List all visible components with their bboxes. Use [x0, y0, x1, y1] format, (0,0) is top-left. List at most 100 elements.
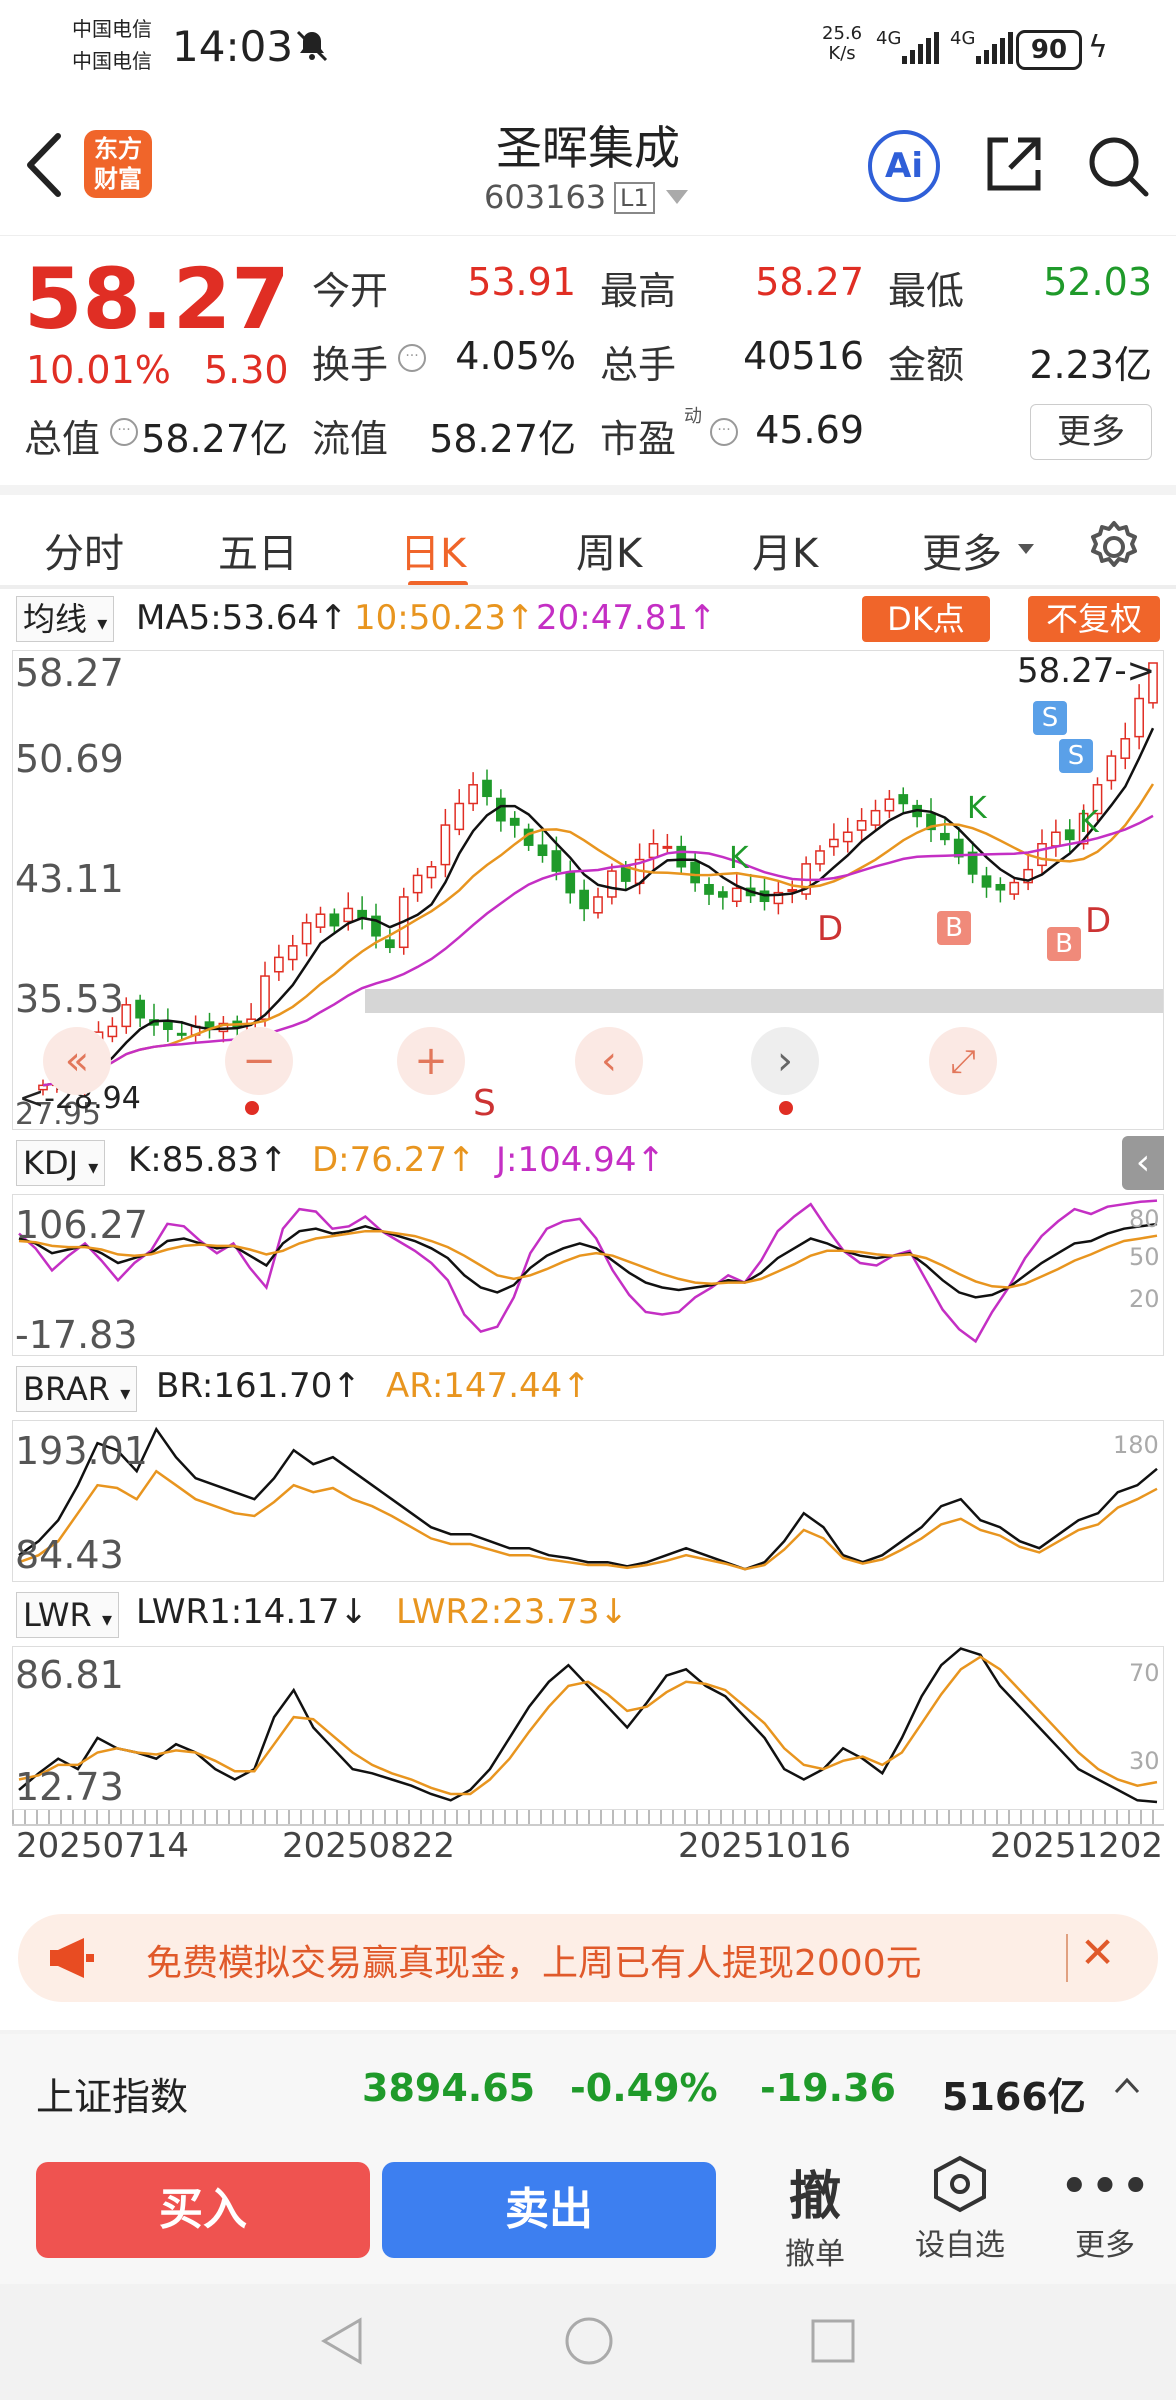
index-ticker[interactable]: 上证指数 3894.65 -0.49% -19.36 5166亿 — [0, 2034, 1176, 2144]
candle — [135, 999, 145, 1019]
watchlist-label: 设自选 — [915, 2228, 1005, 2263]
status-bar: 中国电信 中国电信 14:03 25.6 K/s 4G 4G 90 ϟ — [0, 0, 1176, 100]
candle — [842, 831, 853, 843]
candle — [163, 1022, 173, 1031]
candle — [607, 870, 617, 898]
level-badge[interactable]: L1 — [614, 182, 655, 214]
tab-more[interactable]: 更多 — [922, 531, 1002, 577]
lwr-select[interactable]: LWR ▾ — [16, 1592, 119, 1638]
buy-button[interactable]: 买入 — [36, 2162, 370, 2258]
info-icon[interactable]: ··· — [110, 418, 138, 446]
kdj-right-label: 50 — [1129, 1243, 1160, 1271]
lwr2-label: LWR2:23.73↓ — [396, 1592, 628, 1632]
candle — [815, 850, 825, 865]
candle — [1051, 831, 1061, 847]
share-icon[interactable] — [984, 134, 1044, 198]
candle — [1078, 812, 1089, 845]
withdraw-label: 撤单 — [785, 2237, 845, 2272]
k-marker: K — [1079, 805, 1099, 840]
gear-icon[interactable] — [1086, 519, 1142, 579]
y-axis-label: 35.53 — [15, 977, 124, 1021]
trade-bar: 买入 卖出 撤 撤单 设自选 ••• 更多 — [0, 2144, 1176, 2284]
candle — [426, 866, 437, 879]
chevron-down-icon[interactable] — [1018, 541, 1034, 560]
lwr-plot — [18, 1647, 1158, 1804]
kdj-y-bottom: -17.83 — [15, 1313, 138, 1357]
tab-weekly-k[interactable]: 周K — [576, 531, 643, 577]
change-amount: 5.30 — [204, 348, 289, 392]
adjust-button[interactable]: 不复权 — [1028, 596, 1160, 642]
tab-intraday[interactable]: 分时 — [44, 531, 124, 577]
kline-chart[interactable]: 58.27 50.69 43.11 35.53 27.95 58.27-> <-… — [12, 650, 1164, 1132]
sell-button[interactable]: 卖出 — [382, 2162, 716, 2258]
dk-point-button[interactable]: DK点 — [862, 596, 990, 642]
collapse-panel-button[interactable]: ‹ — [1122, 1136, 1164, 1190]
fullscreen-icon[interactable]: ⤢ — [929, 1027, 997, 1095]
candle — [468, 784, 478, 805]
net-type-1: 4G — [876, 28, 902, 49]
zoom-out-icon[interactable]: − — [225, 1027, 293, 1095]
info-icon[interactable]: ··· — [710, 418, 738, 446]
megaphone-icon — [48, 1936, 96, 1984]
more-quote-button[interactable]: 更多 — [1030, 404, 1152, 460]
more-label: 更多 — [1075, 2228, 1135, 2263]
open-value: 53.91 — [467, 260, 576, 304]
tab-five-day[interactable]: 五日 — [218, 531, 298, 577]
nav-recent-icon[interactable] — [810, 2318, 856, 2368]
tab-daily-k[interactable]: 日K — [400, 531, 467, 577]
ai-assistant-button[interactable]: Ai — [868, 130, 940, 202]
next-icon[interactable]: › — [751, 1027, 819, 1095]
back-button[interactable] — [22, 130, 66, 204]
scroll-left-icon[interactable]: « — [43, 1027, 111, 1095]
candle — [1106, 755, 1117, 782]
y-axis-label: 50.69 — [15, 737, 124, 781]
high-value: 58.27 — [755, 260, 864, 304]
current-price: 58.27 — [24, 250, 290, 348]
lwr-right-label: 30 — [1129, 1747, 1160, 1775]
candle — [440, 824, 451, 866]
kdj-d-label: D:76.27↑ — [312, 1140, 476, 1180]
net-speed: 25.6 K/s — [822, 23, 863, 64]
candle — [315, 913, 326, 928]
nav-home-icon[interactable] — [564, 2316, 614, 2370]
search-icon[interactable] — [1086, 134, 1150, 202]
lwr-chart: 86.81 12.73 70 30 — [12, 1646, 1164, 1810]
more-menu-button[interactable]: ••• 更多 — [1050, 2154, 1160, 2264]
lwr-y-bottom: 12.73 — [15, 1765, 124, 1809]
prev-icon[interactable]: ‹ — [575, 1027, 643, 1095]
candle — [260, 975, 270, 1020]
candle — [676, 845, 687, 868]
info-icon[interactable]: ··· — [398, 344, 426, 372]
pe-label: 市盈 — [600, 417, 677, 461]
lwr-y-top: 86.81 — [15, 1653, 124, 1697]
withdraw-order-button[interactable]: 撤 撤单 — [770, 2154, 860, 2273]
zoom-in-icon[interactable]: + — [397, 1027, 465, 1095]
candle — [579, 889, 589, 910]
low-label: 最低 — [888, 269, 965, 313]
add-watchlist-button[interactable]: 设自选 — [900, 2154, 1020, 2264]
open-label: 今开 — [312, 269, 389, 313]
d-marker: D — [1085, 901, 1112, 941]
candle — [884, 798, 895, 812]
quote-panel: 58.27 10.01% 5.30 今开 53.91 最高 58.27 最低 5… — [0, 235, 1176, 481]
promo-banner[interactable]: 免费模拟交易赢真现金，上周已有人提现2000元 ✕ — [18, 1914, 1158, 2002]
brar-y-bottom: 84.43 — [15, 1533, 124, 1577]
chevron-down-icon[interactable] — [666, 190, 688, 210]
turnover-value: 4.05% — [455, 334, 576, 378]
indicator-select[interactable]: 均线 ▾ — [16, 596, 115, 642]
close-icon[interactable]: ✕ — [1080, 1928, 1116, 1977]
kdj-select[interactable]: KDJ ▾ — [16, 1140, 106, 1186]
candle — [648, 843, 659, 859]
kdj-j-line — [18, 1199, 1158, 1344]
chevron-up-icon[interactable] — [1114, 2076, 1140, 2098]
brar-y-top: 193.01 — [15, 1429, 148, 1473]
brar-ar-label: AR:147.44↑ — [386, 1366, 591, 1406]
candle — [371, 915, 381, 937]
kdj-right-label: 20 — [1129, 1285, 1160, 1313]
date-label: 20251016 — [678, 1826, 852, 1866]
brar-select[interactable]: BRAR ▾ — [16, 1366, 138, 1412]
d-marker: D — [817, 909, 844, 949]
nav-back-icon[interactable] — [320, 2316, 364, 2370]
candle — [1092, 784, 1103, 815]
tab-monthly-k[interactable]: 月K — [752, 531, 819, 577]
